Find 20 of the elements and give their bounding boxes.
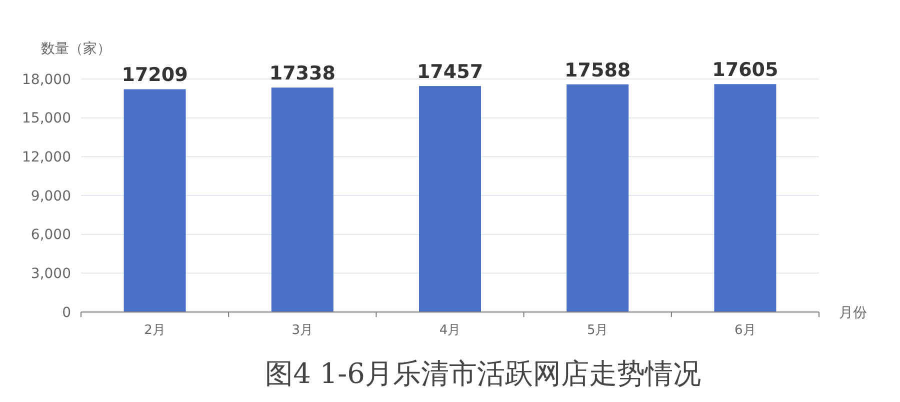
y-tick-label: 0 (62, 304, 71, 321)
y-tick-label: 9,000 (30, 188, 71, 204)
x-axis-title: 月份 (839, 304, 867, 321)
y-tick-label: 18,000 (22, 72, 71, 88)
data-label: 17209 (122, 64, 188, 86)
y-tick-label: 12,000 (22, 150, 71, 166)
x-tick-label: 3月 (292, 323, 314, 338)
y-tick-label: 15,000 (22, 110, 71, 127)
y-tick-label: 3,000 (30, 266, 71, 282)
text: 图4 1-6月乐清市活跃网店走势情况 (265, 357, 701, 390)
data-label: 17457 (416, 61, 484, 84)
data-label: 17588 (564, 59, 631, 82)
x-tick-label: 6月 (734, 323, 756, 338)
x-tick-label: 5月 (586, 323, 608, 338)
x-tick-label: 4月 (439, 323, 461, 338)
x-tick-label: 2月 (144, 323, 166, 338)
data-label: 17338 (269, 62, 336, 85)
data-label: 17605 (712, 59, 778, 82)
y-tick-label: 6,000 (30, 227, 71, 244)
y-axis-title: 数量（家） (41, 41, 111, 57)
